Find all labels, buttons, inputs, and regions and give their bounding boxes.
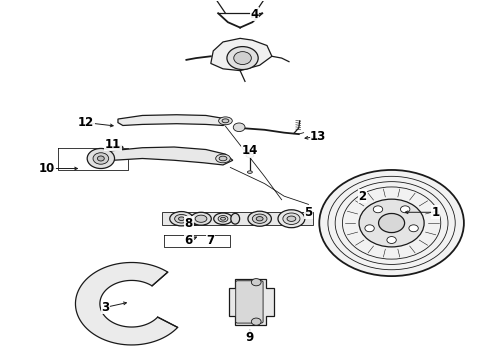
FancyBboxPatch shape xyxy=(236,281,263,323)
Ellipse shape xyxy=(218,216,228,222)
Ellipse shape xyxy=(283,213,300,225)
Polygon shape xyxy=(75,262,178,345)
Ellipse shape xyxy=(214,213,232,225)
Circle shape xyxy=(251,318,261,325)
Text: 3: 3 xyxy=(102,301,110,314)
Ellipse shape xyxy=(219,156,227,161)
Ellipse shape xyxy=(252,214,267,224)
Ellipse shape xyxy=(195,215,207,222)
Ellipse shape xyxy=(178,217,184,221)
Circle shape xyxy=(409,225,418,232)
Circle shape xyxy=(227,46,258,69)
Ellipse shape xyxy=(222,119,229,123)
Ellipse shape xyxy=(247,171,252,174)
Polygon shape xyxy=(211,39,272,71)
Text: 13: 13 xyxy=(310,130,326,143)
Text: 2: 2 xyxy=(358,190,367,203)
Text: 7: 7 xyxy=(207,234,215,247)
Circle shape xyxy=(373,206,383,213)
Polygon shape xyxy=(91,147,233,165)
Circle shape xyxy=(387,237,396,243)
Ellipse shape xyxy=(216,154,230,163)
Polygon shape xyxy=(162,212,314,225)
Text: 6: 6 xyxy=(185,234,193,247)
Ellipse shape xyxy=(278,210,305,228)
Circle shape xyxy=(233,123,245,132)
Ellipse shape xyxy=(248,211,271,226)
Text: 12: 12 xyxy=(78,116,95,129)
Text: 4: 4 xyxy=(251,8,259,21)
Ellipse shape xyxy=(256,217,263,221)
Text: 9: 9 xyxy=(246,330,254,343)
Polygon shape xyxy=(229,279,274,325)
Ellipse shape xyxy=(220,217,225,220)
Circle shape xyxy=(359,199,424,247)
Ellipse shape xyxy=(287,216,296,221)
Ellipse shape xyxy=(191,212,211,225)
Circle shape xyxy=(87,148,115,168)
Text: 1: 1 xyxy=(432,206,440,219)
Text: 8: 8 xyxy=(185,216,193,230)
Circle shape xyxy=(400,206,410,213)
Ellipse shape xyxy=(174,215,188,223)
Polygon shape xyxy=(118,115,230,126)
Circle shape xyxy=(379,213,405,233)
Text: 14: 14 xyxy=(242,144,258,157)
Ellipse shape xyxy=(246,154,254,157)
Circle shape xyxy=(234,51,251,64)
Ellipse shape xyxy=(170,212,193,226)
Circle shape xyxy=(319,170,464,276)
Circle shape xyxy=(365,225,374,232)
Circle shape xyxy=(98,156,104,161)
Text: 11: 11 xyxy=(105,138,121,150)
Circle shape xyxy=(93,153,109,164)
Text: 10: 10 xyxy=(39,162,55,175)
Circle shape xyxy=(251,279,261,286)
Ellipse shape xyxy=(219,117,232,125)
Ellipse shape xyxy=(231,213,240,224)
Text: 5: 5 xyxy=(304,206,313,219)
